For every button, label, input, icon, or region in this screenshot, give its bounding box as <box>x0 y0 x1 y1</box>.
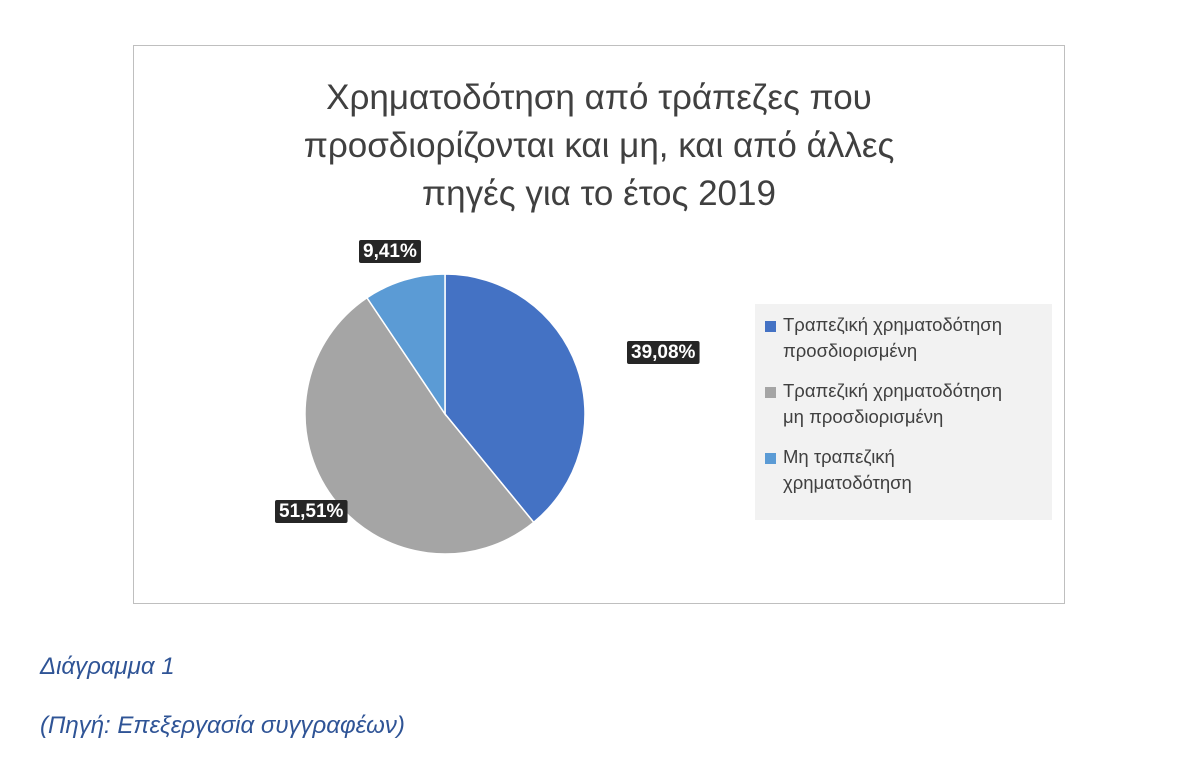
data-label-box <box>627 341 700 364</box>
data-label-text: 39,08% <box>631 342 696 363</box>
legend-label: Μη τραπεζική χρηματοδότηση <box>783 446 912 493</box>
pie-slice <box>304 296 535 555</box>
legend: Τραπεζική χρηματοδότηση προσδιορισμένη Τ… <box>755 304 1052 520</box>
source-caption: (Πηγή: Επεξεργασία συγγραφέων) <box>40 712 405 739</box>
chart-frame: Χρηματοδότηση από τράπεζες που προσδιορί… <box>133 45 1065 604</box>
chart-title-line: Χρηματοδότηση από τράπεζες που <box>326 78 872 117</box>
legend-label: Τραπεζική χρηματοδότηση προσδιορισμένη <box>783 314 1002 361</box>
legend-swatch <box>765 453 776 464</box>
chart-title: Χρηματοδότηση από τράπεζες που προσδιορί… <box>134 74 1064 218</box>
data-label: 51,51% <box>275 500 348 523</box>
legend-item: Μη τραπεζική χρηματοδότηση <box>765 444 1042 496</box>
figure-caption: Διάγραμμα 1 <box>40 653 175 680</box>
data-label-text: 9,41% <box>363 241 417 262</box>
legend-swatch <box>765 387 776 398</box>
data-label-box <box>359 240 421 263</box>
pie-slice <box>444 273 586 524</box>
data-label: 39,08% <box>627 341 700 364</box>
legend-swatch <box>765 321 776 332</box>
chart-title-line: πηγές για το έτος 2019 <box>422 174 776 213</box>
data-label-box <box>275 500 348 523</box>
pie-slice <box>365 273 446 417</box>
legend-item: Τραπεζική χρηματοδότηση μη προσδιορισμέν… <box>765 378 1042 430</box>
data-label-text: 51,51% <box>279 501 344 522</box>
chart-title-line: προσδιορίζονται και μη, και από άλλες <box>303 126 895 165</box>
legend-item: Τραπεζική χρηματοδότηση προσδιορισμένη <box>765 312 1042 364</box>
pie-chart: 39,08% 51,51% 9,41% <box>275 240 700 555</box>
legend-label: Τραπεζική χρηματοδότηση μη προσδιορισμέν… <box>783 380 1002 427</box>
data-label: 9,41% <box>359 240 421 263</box>
